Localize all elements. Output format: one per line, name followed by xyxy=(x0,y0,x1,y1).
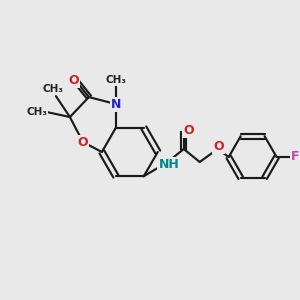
Text: CH₃: CH₃ xyxy=(26,107,47,117)
Text: CH₃: CH₃ xyxy=(42,84,63,94)
Text: O: O xyxy=(69,74,79,87)
Text: O: O xyxy=(78,136,88,148)
Text: CH₃: CH₃ xyxy=(105,75,126,85)
Text: NH: NH xyxy=(158,158,179,172)
Text: F: F xyxy=(291,151,300,164)
Text: O: O xyxy=(213,140,224,152)
Text: N: N xyxy=(111,98,121,111)
Text: O: O xyxy=(183,124,194,136)
